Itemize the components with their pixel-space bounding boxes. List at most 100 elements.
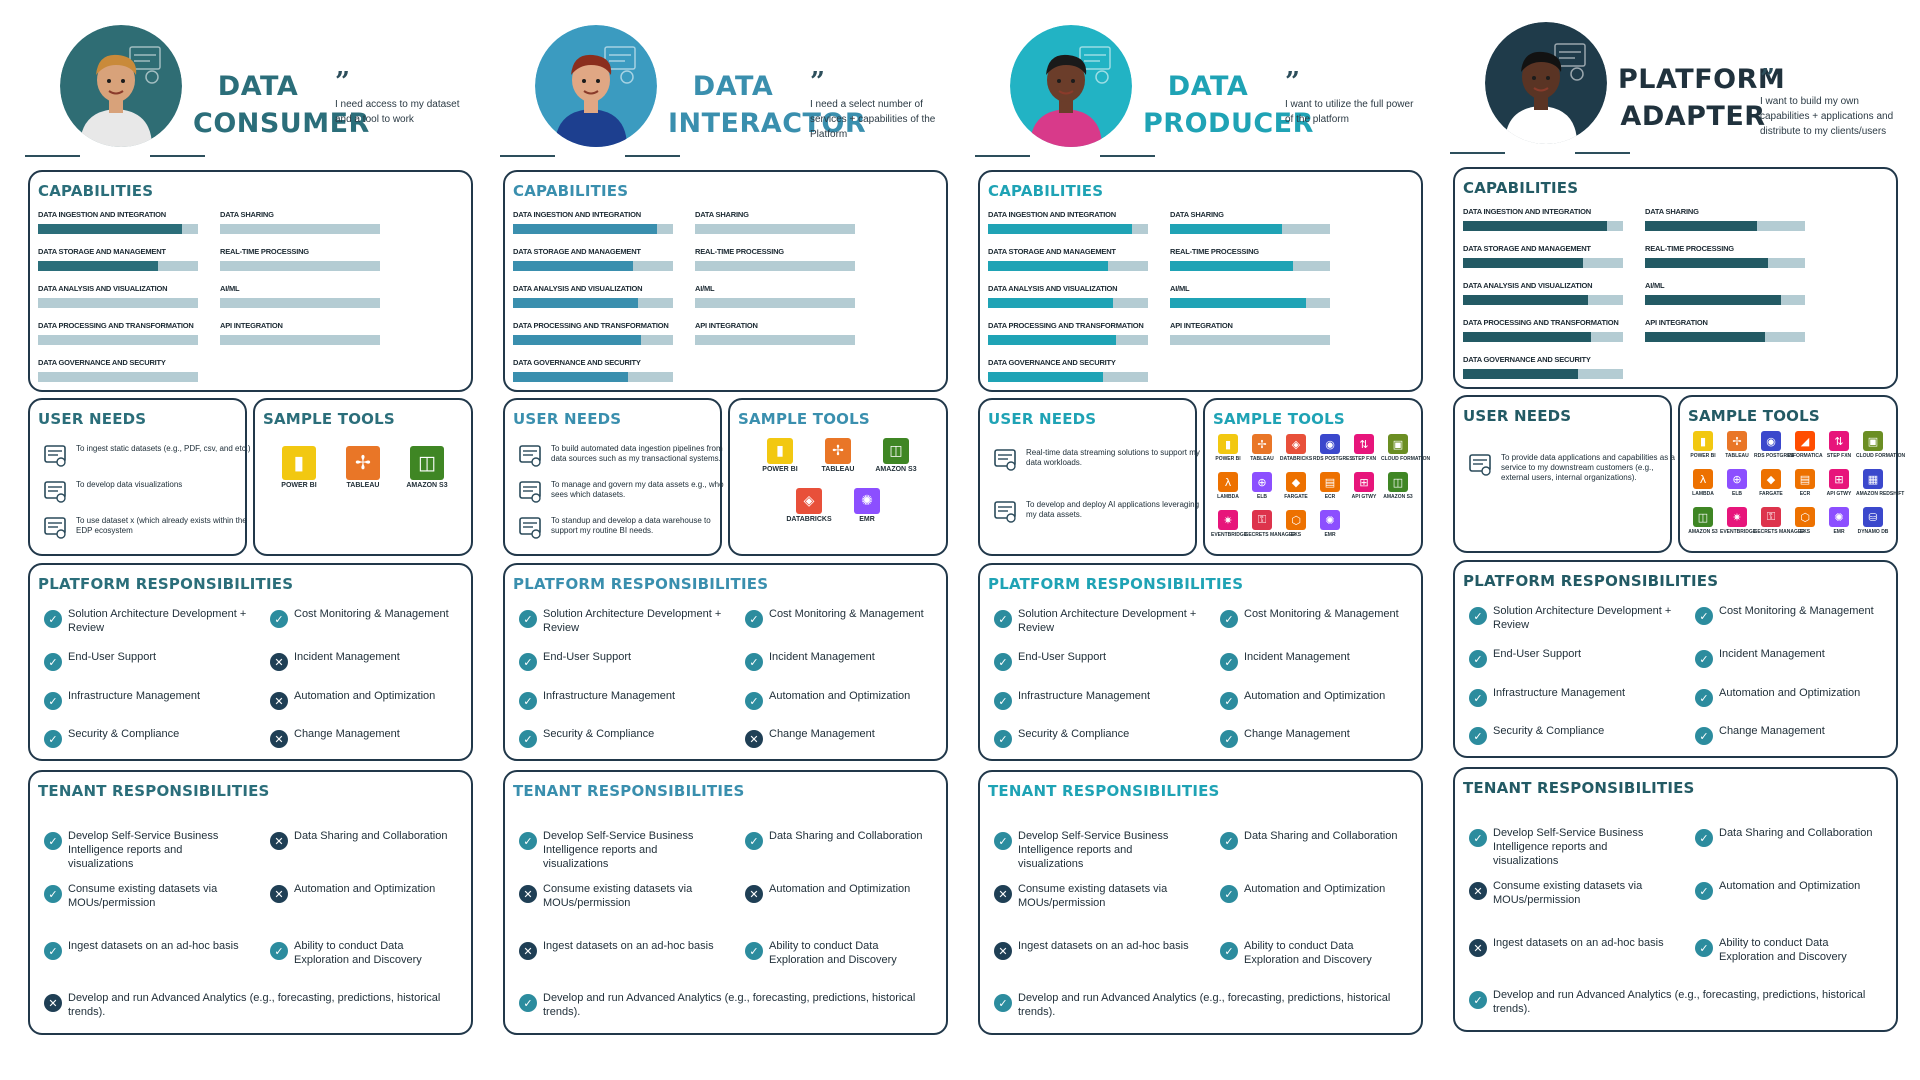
- capability-label: DATA PROCESSING AND TRANSFORMATION: [988, 321, 1144, 330]
- capability-bar-track: [1170, 224, 1330, 234]
- check-icon: ✓: [44, 610, 62, 628]
- platform-responsibility-text: Solution Architecture Development + Revi…: [543, 608, 722, 634]
- visualization-icon: [42, 478, 68, 504]
- capability-label: DATA INGESTION AND INTEGRATION: [988, 210, 1117, 219]
- tool-tile: ⇅ STEP FXN: [1822, 431, 1856, 459]
- capability-item: DATA SHARING: [695, 210, 855, 234]
- capability-bar-fill: [1463, 332, 1591, 342]
- tool-name: TABLEAU: [1250, 456, 1274, 462]
- user-needs-title: USER NEEDS: [513, 410, 622, 428]
- elb-icon: ⊕: [1727, 469, 1747, 489]
- persona-title-line1: PLATFORM: [1618, 64, 1786, 95]
- capability-bar-track: [1170, 298, 1330, 308]
- cross-icon: ✕: [745, 730, 763, 748]
- step-functions-icon: ⇅: [1829, 431, 1849, 451]
- capability-bar-track: [220, 298, 380, 308]
- tool-tile: ◫ AMAZON S3: [1381, 472, 1415, 500]
- capability-label: DATA GOVERNANCE AND SECURITY: [513, 358, 641, 367]
- tool-name: API GTWY: [1351, 494, 1377, 500]
- check-icon: ✓: [1220, 885, 1238, 903]
- platform-responsibility-text: End-User Support: [1018, 651, 1107, 663]
- tool-name: POWER BI: [1690, 453, 1716, 459]
- tenant-responsibility-text: Develop Self-Service Business Intelligen…: [68, 830, 219, 870]
- cross-icon: ✕: [270, 832, 288, 850]
- capability-item: DATA SHARING: [220, 210, 380, 234]
- check-icon: ✓: [1695, 689, 1713, 707]
- dynamodb-icon: ⛁: [1863, 507, 1883, 527]
- tool-name: EVENTBRIDGE: [1211, 532, 1248, 538]
- tool-name: TABLEAU: [1725, 453, 1749, 459]
- platform-responsibility-item: ✓ End-User Support: [994, 648, 1194, 678]
- capability-item: AI/ML: [695, 284, 855, 308]
- tool-tile: ▤ ECR: [1313, 472, 1347, 500]
- avatar-illustration: [535, 25, 657, 147]
- tenant-responsibility-text: Consume existing datasets via MOUs/permi…: [1493, 880, 1643, 906]
- tenant-responsibility-item: ✓ Automation and Optimization: [1695, 877, 1885, 907]
- platform-responsibility-item: ✓ Solution Architecture Development + Rev…: [519, 605, 721, 635]
- check-icon: ✓: [44, 653, 62, 671]
- persona-column-consumer: DATA CONSUMER ” I need access to my dataset…: [25, 0, 473, 1080]
- databricks-icon: ◈: [1286, 434, 1306, 454]
- avatar-illustration: [60, 25, 182, 147]
- capability-label: REAL-TIME PROCESSING: [695, 247, 784, 256]
- capability-bar-fill: [1645, 295, 1781, 305]
- tenant-responsibility-text: Ability to conduct Data Exploration and …: [769, 940, 897, 966]
- tool-tile: ⇅ STEP FXN: [1347, 434, 1381, 462]
- platform-responsibility-text: Cost Monitoring & Management: [1719, 605, 1874, 617]
- persona-column-interactor: DATA INTERACTOR ” I need a select number of…: [500, 0, 948, 1080]
- check-icon: ✓: [44, 885, 62, 903]
- tool-name: ECR: [1324, 494, 1336, 500]
- platform-responsibility-item: ✓ End-User Support: [519, 648, 719, 678]
- tool-name: EMR: [1324, 532, 1336, 538]
- capability-item: DATA INGESTION AND INTEGRATION: [38, 210, 198, 234]
- platform-responsibility-item: ✓ Cost Monitoring & Management: [270, 605, 470, 635]
- capability-bar-fill: [988, 224, 1132, 234]
- header-underline-right: [1100, 155, 1155, 157]
- platform-responsibility-item: ✕ Change Management: [745, 725, 945, 755]
- tenant-responsibility-item: ✕ Ingest datasets on an ad-hoc basis: [994, 937, 1204, 967]
- eventbridge-icon: ✷: [1727, 507, 1747, 527]
- persona-title-line1: DATA: [692, 71, 774, 102]
- power-bi-icon: ▮: [767, 438, 793, 464]
- tool-tile: ⊞ API GTWY: [1347, 472, 1381, 500]
- tenant-responsibility-text: Develop Self-Service Business Intelligen…: [1018, 830, 1169, 870]
- check-icon: ✓: [519, 653, 537, 671]
- check-icon: ✓: [44, 942, 62, 960]
- redshift-icon: ▦: [1863, 469, 1883, 489]
- power-bi-icon: ▮: [1693, 431, 1713, 451]
- capabilities-panel: CAPABILITIES DATA INGESTION AND INTEGRATI…: [503, 170, 948, 392]
- platform-responsibility-text: Change Management: [1244, 728, 1350, 740]
- check-icon: ✓: [994, 994, 1012, 1012]
- user-need-text: To develop data visualizations: [76, 480, 183, 489]
- check-icon: ✓: [44, 692, 62, 710]
- persona-quote: I want to utilize the full power of the …: [1285, 99, 1414, 125]
- platform-responsibility-item: ✓ Security & Compliance: [994, 725, 1194, 755]
- tenant-responsibility-item: ✓ Develop and run Advanced Analytics (e.g…: [519, 989, 939, 1019]
- platform-responsibility-item: ✓ Change Management: [1695, 722, 1895, 752]
- check-icon: ✓: [994, 610, 1012, 628]
- tenant-responsibility-text: Automation and Optimization: [294, 883, 436, 895]
- capability-item: DATA STORAGE AND MANAGEMENT: [988, 247, 1148, 271]
- capability-item: REAL-TIME PROCESSING: [1170, 247, 1330, 271]
- tableau-icon: ✢: [346, 446, 380, 480]
- ecr-icon: ▤: [1320, 472, 1340, 492]
- avatar-illustration: [1485, 22, 1607, 144]
- lambda-icon: λ: [1218, 472, 1238, 492]
- persona-title: DATA PRODUCER: [1143, 68, 1313, 142]
- tool-tile: ◢ INFORMATICA: [1788, 431, 1823, 459]
- capability-bar-fill: [988, 298, 1113, 308]
- tenant-responsibility-item: ✕ Automation and Optimization: [270, 880, 460, 910]
- tool-name: STEP FXN: [1826, 453, 1852, 459]
- check-icon: ✓: [1695, 829, 1713, 847]
- capability-item: DATA STORAGE AND MANAGEMENT: [1463, 244, 1623, 268]
- tool-tile: ◉ RDS POSTGRES: [1754, 431, 1794, 459]
- tool-tile: ▮ POWER BI: [1686, 431, 1720, 459]
- capability-bar-fill: [1170, 224, 1282, 234]
- check-icon: ✓: [44, 832, 62, 850]
- capability-item: REAL-TIME PROCESSING: [695, 247, 855, 271]
- sample-tools-title: SAMPLE TOOLS: [263, 410, 395, 428]
- capability-label: AI/ML: [220, 284, 240, 293]
- capability-bar-track: [988, 261, 1148, 271]
- user-needs-panel: USER NEEDS To build automated data ingest…: [503, 398, 724, 556]
- platform-responsibility-text: Infrastructure Management: [543, 690, 676, 702]
